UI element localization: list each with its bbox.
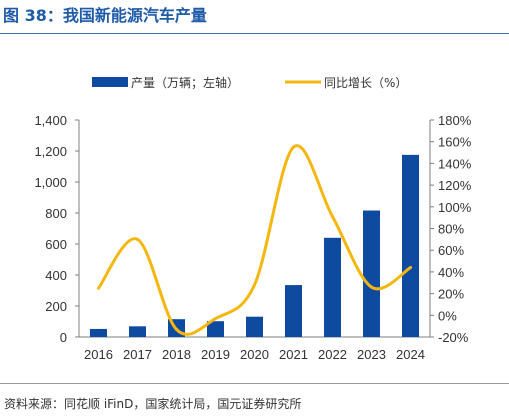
y-right-tick-label: 160% [438,135,472,150]
y-right-tick-label: 140% [438,156,472,171]
y-left-tick-label: 1,400 [34,113,67,128]
growth-point [136,237,139,241]
bar [402,154,419,337]
y-left-tick-label: 1,200 [34,144,67,159]
bar [129,326,146,337]
y-right-tick-label: 40% [438,265,464,280]
growth-point [214,317,217,321]
x-tick-label: 2022 [318,347,347,362]
y-right-tick-label: -20% [438,330,469,345]
source-divider [0,383,509,384]
x-tick-label: 2024 [396,347,425,362]
bar [324,237,341,337]
growth-point [97,286,100,290]
source-note: 资料来源：同花顺 iFinD，国家统计局，国元证券研究所 [4,397,302,411]
y-right-tick-label: 20% [438,287,464,302]
legend-line-label: 同比增长（%） [324,76,407,90]
x-tick-label: 2021 [279,347,308,362]
growth-point [253,283,256,287]
figure-title: 图 38：我国新能源汽车产量 [3,6,207,25]
y-right-tick-label: 100% [438,200,472,215]
bar [285,285,302,337]
x-tick-label: 2020 [240,347,269,362]
growth-point [409,266,412,270]
growth-point [331,215,334,219]
legend: 产量（万辆；左轴） 同比增长（%） [92,75,407,90]
bar [90,328,107,337]
x-tick-label: 2016 [84,347,113,362]
x-tick-label: 2017 [123,347,152,362]
x-tick-label: 2023 [357,347,386,362]
growth-point [292,145,295,149]
y-left-tick-label: 800 [45,206,67,221]
y-right-tick-label: 120% [438,178,472,193]
legend-bar-label: 产量（万辆；左轴） [131,75,239,90]
y-right-tick-label: 0% [438,308,457,323]
legend-bar-swatch [92,77,128,87]
bar [363,210,380,337]
growth-line [97,144,412,336]
bar [246,316,263,337]
x-tick-label: 2018 [162,347,191,362]
growth-point [175,327,178,331]
chart: 产量（万辆；左轴） 同比增长（%） 0 200 400 600 800 1,000 1,20… [34,75,471,362]
y-left-tick-label: 0 [60,330,67,345]
y-right-tick-label: 60% [438,243,464,258]
y-right-tick-label: 80% [438,222,464,237]
plot-area: 0 200 400 600 800 1,000 1,200 1,400 -20% 0% 20% 40%… [34,113,471,362]
growth-point [370,285,373,289]
y-left-tick-label: 600 [45,237,67,252]
y-left-tick-label: 1,000 [34,175,67,190]
title-divider [0,33,509,34]
bar [207,321,224,337]
y-left-tick-label: 200 [45,299,67,314]
y-left-tick-label: 400 [45,268,67,283]
x-tick-label: 2019 [201,347,230,362]
y-right-tick-label: 180% [438,113,472,128]
